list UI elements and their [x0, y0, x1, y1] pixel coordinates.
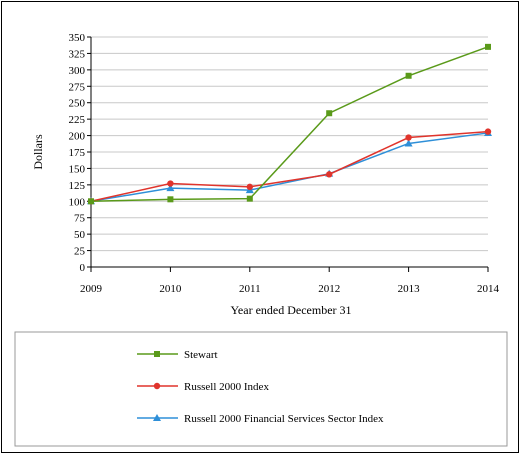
axes: [87, 36, 489, 272]
y-axis-title: Dollars: [31, 134, 45, 170]
data-point: [485, 43, 491, 50]
data-point: [88, 198, 94, 205]
y-tick-label: 350: [69, 32, 86, 44]
y-tick-label: 300: [69, 65, 86, 77]
y-tick-label: 50: [74, 229, 86, 241]
chart-frame: 0 25 50 75 100 125 150 175 200 225 250 275 300 325 350…: [1, 1, 519, 453]
y-tick-label: 325: [69, 48, 86, 60]
x-axis-title: Year ended December 31: [230, 303, 351, 317]
data-point: [405, 134, 412, 141]
data-point: [167, 196, 174, 203]
series-line: [90, 130, 489, 203]
legend-label: Stewart: [184, 349, 218, 361]
y-tick-label: 200: [69, 131, 86, 143]
series-line: [90, 132, 489, 203]
legend: Stewart Russell 2000 Index Russell 2000 Fi…: [137, 349, 384, 425]
data-point: [326, 171, 333, 178]
y-tick-label: 25: [74, 246, 86, 258]
y-tick-label: 275: [69, 81, 86, 93]
y-tick-label: 150: [69, 163, 86, 175]
x-tick-label: 2012: [318, 283, 340, 295]
y-tick-label: 75: [74, 213, 86, 225]
legend-marker: [154, 351, 160, 357]
y-tick-labels: 0 25 50 75 100 125 150 175 200 225 250 275 300 325 350: [69, 32, 86, 274]
x-tick-label: 2009: [80, 283, 103, 295]
series-line: [90, 46, 489, 203]
x-tick-label: 2014: [477, 283, 500, 295]
legend-label: Russell 2000 Financial Services Sector I…: [184, 413, 384, 425]
legend-marker: [153, 414, 161, 421]
x-tick-label: 2010: [159, 283, 182, 295]
y-tick-label: 250: [69, 98, 86, 110]
x-tick-label: 2013: [398, 283, 421, 295]
legend-label: Russell 2000 Index: [184, 381, 269, 393]
y-tick-label: 0: [80, 262, 86, 274]
data-point: [326, 110, 333, 117]
data-point: [484, 128, 492, 135]
line-chart: 0 25 50 75 100 125 150 175 200 225 250 275 300 325 350…: [14, 32, 508, 447]
y-tick-label: 100: [69, 196, 86, 208]
y-tick-label: 175: [69, 147, 86, 159]
x-tick-labels: 2009 2010 2011 2012 2013 2014: [80, 283, 500, 295]
data-point: [166, 184, 175, 192]
data-point: [246, 195, 253, 202]
grid-lines: [91, 36, 488, 252]
data-point: [404, 139, 413, 147]
legend-box: [14, 331, 508, 447]
legend-marker: [153, 382, 161, 390]
series-group: [87, 43, 492, 205]
x-tick-label: 2011: [239, 283, 261, 295]
data-point: [246, 183, 253, 191]
data-point: [167, 180, 174, 187]
y-tick-label: 125: [69, 180, 86, 192]
data-point: [405, 72, 412, 79]
y-tick-label: 225: [69, 114, 86, 126]
